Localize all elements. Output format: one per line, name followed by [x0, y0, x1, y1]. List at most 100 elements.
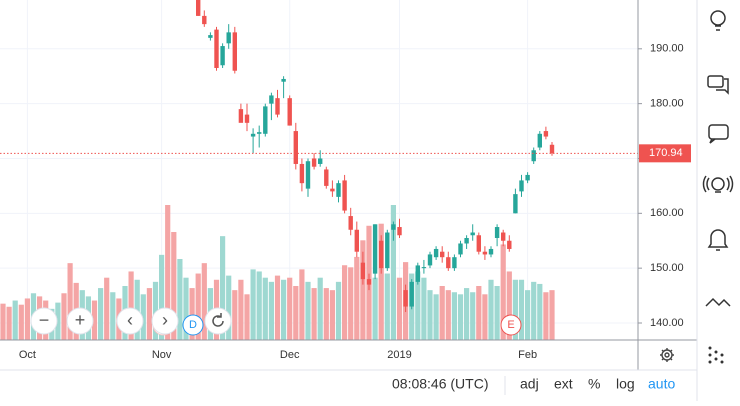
status-bar: 08:08:46 (UTC) adj ext % log auto: [392, 376, 675, 395]
settings-icon[interactable]: [660, 348, 674, 362]
candle-body: [482, 251, 488, 255]
candle-body: [214, 29, 219, 68]
candle-body: [403, 290, 408, 307]
volume-bar: [6, 306, 12, 340]
candle-body: [232, 32, 237, 71]
volume-bar: [177, 259, 183, 340]
volume-bar: [506, 271, 512, 340]
candle-body: [513, 194, 518, 214]
volume-bar: [98, 288, 104, 340]
candle-body: [287, 98, 292, 126]
candle-body: [446, 257, 451, 269]
volume-bar: [91, 300, 98, 340]
volume-bar: [427, 290, 433, 340]
candle-body: [318, 158, 323, 164]
volume-bar: [201, 263, 207, 340]
volume-bar: [67, 263, 73, 340]
candle-body: [238, 109, 244, 123]
candle-body: [366, 279, 372, 285]
candle-body: [372, 224, 378, 274]
volume-bar: [128, 271, 134, 340]
zoom-out-button[interactable]: [30, 307, 58, 335]
volume-bar: [494, 286, 500, 340]
volume-bar: [470, 292, 476, 340]
event-marker[interactable]: [182, 314, 204, 336]
volume-bar: [415, 271, 421, 340]
volume-bar: [146, 288, 152, 340]
candle-body: [348, 216, 353, 230]
volume-bar: [421, 277, 427, 340]
volume-bar: [299, 269, 305, 340]
volume-bar: [12, 300, 18, 340]
chats-icon[interactable]: [707, 75, 729, 95]
y-tick-label: 150.00: [650, 262, 684, 274]
candle-body: [452, 257, 457, 269]
zoom-in-button[interactable]: [66, 307, 94, 335]
candle-body: [549, 144, 555, 154]
candle-body: [415, 265, 420, 282]
volume-bar: [256, 271, 262, 340]
candle-body: [488, 248, 494, 255]
volume-bar: [531, 281, 537, 340]
candle-body: [470, 232, 475, 236]
candle-body: [226, 32, 231, 44]
candle-body: [360, 262, 366, 280]
volume-bar: [61, 293, 67, 340]
volume-bar: [335, 281, 342, 340]
scroll-back-button-label[interactable]: ‹: [127, 310, 133, 330]
candle-body: [354, 229, 359, 252]
event-label[interactable]: D: [189, 319, 197, 331]
streams-icon[interactable]: [702, 175, 734, 193]
candle-body: [543, 131, 549, 137]
more-icon[interactable]: [708, 346, 724, 364]
candle-body: [275, 98, 280, 115]
volume-bar: [323, 288, 329, 340]
volume-bar: [250, 269, 256, 340]
volume-bar: [329, 290, 335, 340]
scroll-forward-button-label[interactable]: ›: [162, 310, 168, 330]
event-label[interactable]: E: [507, 319, 514, 331]
x-tick-label: Nov: [152, 349, 172, 361]
zoom-out-button-label[interactable]: −: [39, 310, 50, 330]
candle-body: [330, 188, 335, 192]
volume-bar: [293, 286, 299, 340]
ideas-icon[interactable]: [710, 10, 726, 31]
overlay: −+‹EDE›: [30, 307, 522, 336]
volume-bar: [140, 294, 146, 340]
scroll-forward-button[interactable]: [151, 307, 179, 335]
market-icon[interactable]: [705, 297, 731, 307]
chat-icon[interactable]: [708, 124, 729, 144]
right-toolbar: [702, 10, 734, 364]
volume-bar: [311, 288, 317, 340]
candle-body: [202, 15, 207, 25]
auto-toggle[interactable]: auto: [648, 376, 675, 392]
volume-bar: [518, 279, 525, 340]
volume-bar: [378, 223, 384, 340]
volume-bar: [24, 298, 30, 340]
candle-body: [525, 174, 530, 181]
adj-toggle[interactable]: adj: [520, 376, 539, 392]
candle-body: [269, 95, 274, 104]
log-toggle[interactable]: log: [616, 376, 635, 392]
volume-bar: [482, 294, 488, 340]
volume-bar: [159, 254, 165, 340]
scroll-back-button[interactable]: [116, 307, 144, 335]
clock: 08:08:46 (UTC): [392, 376, 488, 392]
x-tick-label: Oct: [19, 349, 36, 361]
volume-bar: [396, 277, 403, 340]
candle-body: [281, 78, 286, 82]
volume-bar: [476, 286, 482, 340]
candle-body: [537, 133, 542, 148]
candle-body: [433, 248, 439, 258]
event-marker[interactable]: [500, 314, 522, 336]
reset-button[interactable]: [204, 307, 232, 335]
alerts-icon[interactable]: [707, 229, 729, 251]
x-tick-label: 2019: [387, 349, 411, 361]
ext-toggle[interactable]: ext: [554, 376, 573, 392]
x-tick-label: Feb: [518, 349, 537, 361]
zoom-in-button-label[interactable]: +: [75, 310, 86, 330]
percent-toggle[interactable]: %: [588, 376, 600, 392]
candle-body: [385, 232, 390, 269]
y-tick-label: 180.00: [650, 98, 684, 110]
